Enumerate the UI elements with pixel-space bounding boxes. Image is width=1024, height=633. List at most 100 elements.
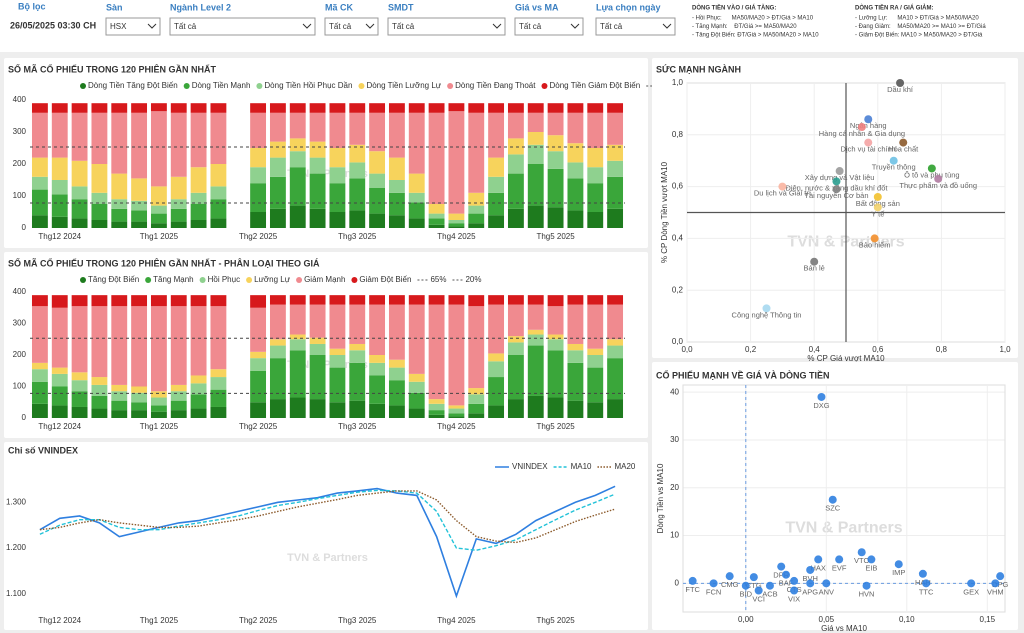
dropdown-chevron [662, 23, 672, 29]
point-label: Ô tô và phụ tùng [904, 170, 959, 179]
bar-segment [567, 143, 584, 163]
point-label: CMG [721, 580, 739, 589]
y-tick-label: 0,0 [672, 337, 684, 346]
bar-segment [309, 157, 326, 174]
bar-segment [428, 399, 445, 404]
bar-segment [190, 375, 207, 384]
bar-segment [329, 367, 346, 403]
legend-swatch [541, 83, 548, 89]
watermark: TVN & Partners [287, 359, 368, 371]
bar-segment [369, 173, 386, 188]
bar-segment [607, 345, 624, 359]
point-label: EIB [865, 563, 877, 572]
bar-segment [210, 103, 227, 113]
filter-dropdown[interactable] [514, 17, 584, 36]
bar-segment [567, 400, 584, 418]
bar-segment [567, 362, 584, 401]
plot-frame [682, 384, 1006, 613]
bar-segment [488, 405, 505, 418]
bar-segment [488, 361, 505, 378]
bar-segment [329, 148, 346, 168]
bar-segment [309, 399, 326, 418]
bar-segment [607, 112, 624, 145]
bar-segment [349, 144, 366, 163]
bar-segment [289, 138, 306, 152]
bar-segment [448, 416, 465, 418]
filter-dropdown[interactable] [324, 17, 379, 36]
bar-segment [91, 408, 108, 418]
bar-segment [31, 362, 48, 370]
bar-segment [369, 103, 386, 113]
bar-segment [210, 406, 227, 418]
bar-segment [210, 164, 227, 187]
point [725, 572, 734, 581]
legend-swatch [80, 277, 86, 283]
note-line: - Tăng Mạnh: ĐT/Giá >= MA50/MA20 [692, 24, 797, 30]
bar-segment [428, 414, 445, 418]
bar-segment [488, 304, 505, 354]
x-tick-label: Thg5 2025 [536, 232, 575, 241]
y-axis-title: Dòng Tiền vs MA10 [656, 463, 665, 533]
bar-segment [567, 210, 584, 228]
bar-segment [71, 380, 88, 392]
bar-segment [567, 162, 584, 179]
panel [652, 58, 1018, 358]
y-tick-label: 1.100 [6, 589, 27, 598]
chart-title: SỐ MÃ CỔ PHIẾU TRONG 120 PHIÊN GẦN NHẤT … [8, 257, 320, 268]
x-tick-label: Thg3 2025 [338, 232, 377, 241]
bar-segment [309, 173, 326, 209]
bar-segment [131, 402, 148, 411]
bar-segment [131, 410, 148, 418]
bar-segment [329, 348, 346, 355]
bar-segment [111, 199, 128, 209]
bar-segment [468, 213, 485, 224]
filter-label: Mã CK [325, 2, 354, 12]
bar-segment [269, 399, 286, 418]
bar-segment [408, 295, 425, 305]
bar-segment [369, 304, 386, 355]
note-line: - Giảm Đột Biến: MA10 > MA50/MA20 > ĐT/G… [855, 33, 983, 39]
point [822, 579, 831, 588]
bar-segment [210, 112, 227, 164]
bar-segment [388, 359, 405, 368]
point-label: HAX [811, 563, 826, 572]
filter-dropdown[interactable] [169, 17, 316, 36]
point [835, 167, 844, 176]
bar-segment [468, 103, 485, 113]
dropdown-chevron [365, 23, 375, 29]
bar-segment [51, 307, 68, 368]
y-tick-label: 30 [670, 435, 679, 444]
legend-swatch [351, 277, 358, 283]
point [922, 579, 931, 588]
bar-segment [349, 178, 366, 211]
bar-segment [91, 103, 108, 113]
point-label: Ngân hàng [850, 121, 887, 130]
bar-segment [567, 295, 584, 305]
bar-segment [607, 208, 624, 228]
point-label: Tài nguyên Cơ bản [804, 191, 868, 200]
line-series [39, 485, 616, 599]
bar-segment [408, 373, 425, 382]
point [927, 164, 936, 173]
point-label: BVH [802, 574, 817, 583]
bar-segment [309, 337, 326, 344]
filter-label: Giá vs MA [515, 2, 559, 12]
note-line: - Hồi Phục: MA50/MA20 > ĐT/Giá > MA10 [692, 16, 814, 22]
filter-dropdown[interactable] [105, 17, 161, 36]
bar-segment [309, 295, 326, 305]
bar-segment [587, 367, 604, 403]
bar-segment [587, 183, 604, 212]
point-label: CTG [746, 581, 762, 590]
bar-segment [448, 408, 465, 414]
bar-segment [269, 339, 286, 346]
legend-label: Giảm Đột Biến [359, 275, 411, 284]
bar-segment [170, 295, 187, 307]
filter-value: Tất cả [600, 22, 623, 31]
bar-segment [289, 167, 306, 206]
point [832, 177, 841, 186]
filter-dropdown[interactable] [595, 17, 676, 36]
bar-segment [309, 343, 326, 355]
filter-dropdown[interactable] [387, 17, 506, 36]
bar-segment [210, 186, 227, 200]
bar-segment [31, 369, 48, 382]
